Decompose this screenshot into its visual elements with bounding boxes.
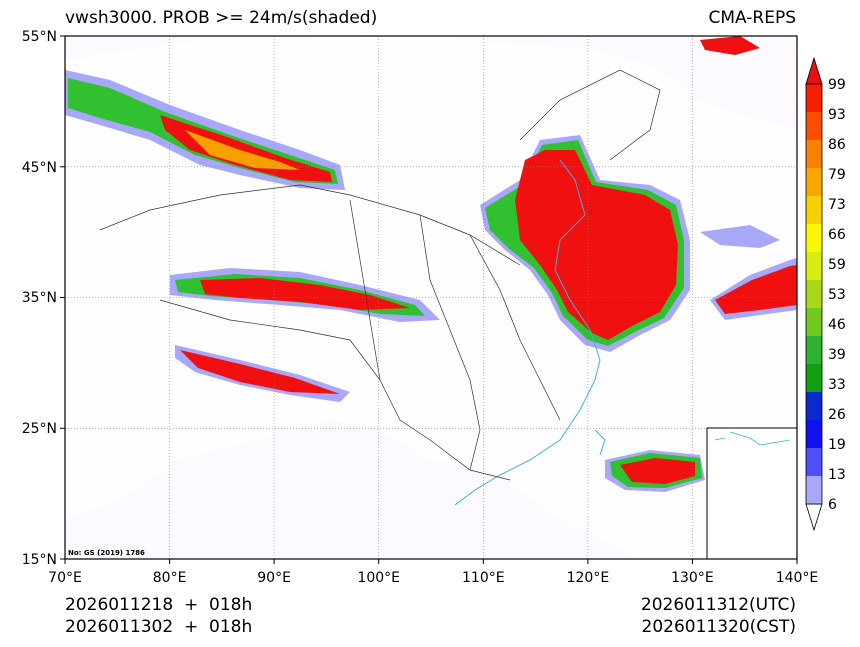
colorbar-segment <box>806 308 822 336</box>
colorbar-label: 59 <box>828 257 846 273</box>
colorbar-label: 99 <box>828 77 846 93</box>
colorbar-label: 13 <box>828 467 846 483</box>
inset-map <box>706 427 798 560</box>
map-approval-note: No: GS (2019) 1786 <box>68 549 145 557</box>
init-time-block: 2026011218 + 018h 2026011302 + 018h <box>65 594 252 638</box>
colorbar-segment <box>806 224 822 252</box>
colorbar-label: 33 <box>828 377 846 393</box>
init-utc: 2026011218 + 018h <box>65 595 253 615</box>
valid-time-block: 2026011312(UTC) 2026011320(CST) <box>641 594 796 638</box>
colorbar-segment <box>806 336 822 364</box>
graticule <box>65 36 797 559</box>
colorbar-label: 93 <box>828 107 846 123</box>
lat-label-15: 15°N <box>22 552 57 568</box>
colorbar-segment <box>806 280 822 308</box>
map-title: vwsh3000. PROB >= 24m/s(shaded) <box>65 8 378 28</box>
colorbar-label: 73 <box>828 197 846 213</box>
colorbar-label: 39 <box>828 347 846 363</box>
lat-label-45: 45°N <box>22 160 57 176</box>
colorbar-label: 46 <box>828 317 846 333</box>
colorbar-segment <box>806 476 822 504</box>
lat-label-25: 25°N <box>22 421 57 437</box>
lon-label-130: 130°E <box>671 570 714 586</box>
colorbar-segment <box>806 252 822 280</box>
lat-label-35: 35°N <box>22 290 57 306</box>
colorbar-segment <box>806 168 822 196</box>
colorbar-label: 53 <box>828 287 846 303</box>
colorbar-segment <box>806 84 822 112</box>
colorbar-label: 66 <box>828 227 846 243</box>
model-name: CMA-REPS <box>708 8 796 28</box>
lon-label-120: 120°E <box>567 570 610 586</box>
colorbar-label: 79 <box>828 167 846 183</box>
colorbar-label: 86 <box>828 137 846 153</box>
colorbar-segment <box>806 364 822 392</box>
colorbar-segment <box>806 448 822 476</box>
init-cst: 2026011302 + 018h <box>65 617 253 637</box>
valid-cst: 2026011320(CST) <box>641 617 796 637</box>
lon-label-100: 100°E <box>357 570 400 586</box>
province-borders <box>99 69 661 481</box>
colorbar: 99 93 86 79 73 66 59 53 46 39 33 26 19 13 6 <box>805 56 846 532</box>
colorbar-label: 26 <box>828 407 846 423</box>
lat-label-55: 55°N <box>22 29 57 45</box>
colorbar-segment <box>806 392 822 420</box>
valid-utc: 2026011312(UTC) <box>640 595 796 615</box>
lon-label-140: 140°E <box>776 570 819 586</box>
colorbar-segment <box>806 420 822 448</box>
lon-label-80: 80°E <box>153 570 187 586</box>
colorbar-label: 6 <box>828 497 837 513</box>
lon-label-70: 70°E <box>48 570 82 586</box>
lon-label-110: 110°E <box>462 570 505 586</box>
colorbar-label: 19 <box>828 437 846 453</box>
lon-label-90: 90°E <box>257 570 291 586</box>
colorbar-top-arrow <box>805 56 823 85</box>
probability-shading <box>65 36 797 492</box>
taiwan-coast <box>594 429 606 456</box>
coastline <box>454 159 601 506</box>
colorbar-segment <box>806 196 822 224</box>
colorbar-segment <box>806 112 822 140</box>
colorbar-segment <box>806 140 822 168</box>
colorbar-bottom-arrow <box>805 503 823 532</box>
